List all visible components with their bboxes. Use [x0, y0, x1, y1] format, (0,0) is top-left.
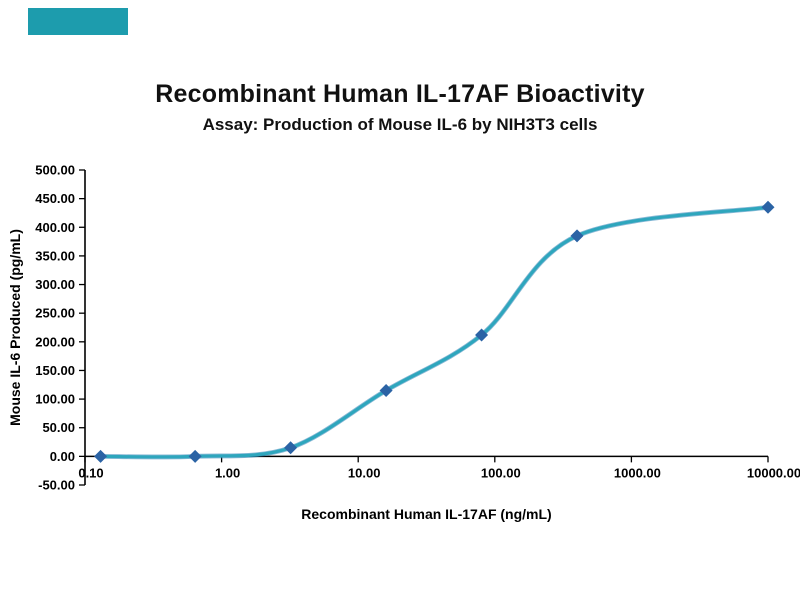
chart-subtitle: Assay: Production of Mouse IL-6 by NIH3T…: [202, 115, 598, 134]
svg-text:0.00: 0.00: [50, 449, 75, 464]
svg-text:Recombinant Human IL-17AF (ng/: Recombinant Human IL-17AF (ng/mL): [301, 506, 551, 522]
color-swatch: [28, 8, 128, 35]
svg-text:1.00: 1.00: [215, 465, 240, 480]
svg-text:350.00: 350.00: [35, 248, 75, 263]
svg-text:400.00: 400.00: [35, 220, 75, 235]
svg-text:500.00: 500.00: [35, 163, 75, 178]
svg-text:150.00: 150.00: [35, 363, 75, 378]
svg-text:100.00: 100.00: [481, 465, 521, 480]
svg-text:Mouse IL-6 Produced (pg/mL): Mouse IL-6 Produced (pg/mL): [7, 229, 23, 426]
svg-text:300.00: 300.00: [35, 277, 75, 292]
svg-text:450.00: 450.00: [35, 191, 75, 206]
dose-response-chart: -50.00 0.00 50.00 100.00 150.00 200.00 250.00 3…: [7, 163, 800, 523]
svg-text:10.00: 10.00: [348, 465, 381, 480]
svg-text:1000.00: 1000.00: [614, 465, 661, 480]
svg-text:100.00: 100.00: [35, 392, 75, 407]
chart-title: Recombinant Human IL-17AF Bioactivity: [155, 80, 645, 108]
svg-text:200.00: 200.00: [35, 334, 75, 349]
svg-text:-50.00: -50.00: [38, 478, 75, 493]
svg-text:0.10: 0.10: [78, 465, 103, 480]
svg-text:250.00: 250.00: [35, 306, 75, 321]
svg-text:50.00: 50.00: [42, 420, 75, 435]
svg-text:10000.00: 10000.00: [747, 465, 800, 480]
